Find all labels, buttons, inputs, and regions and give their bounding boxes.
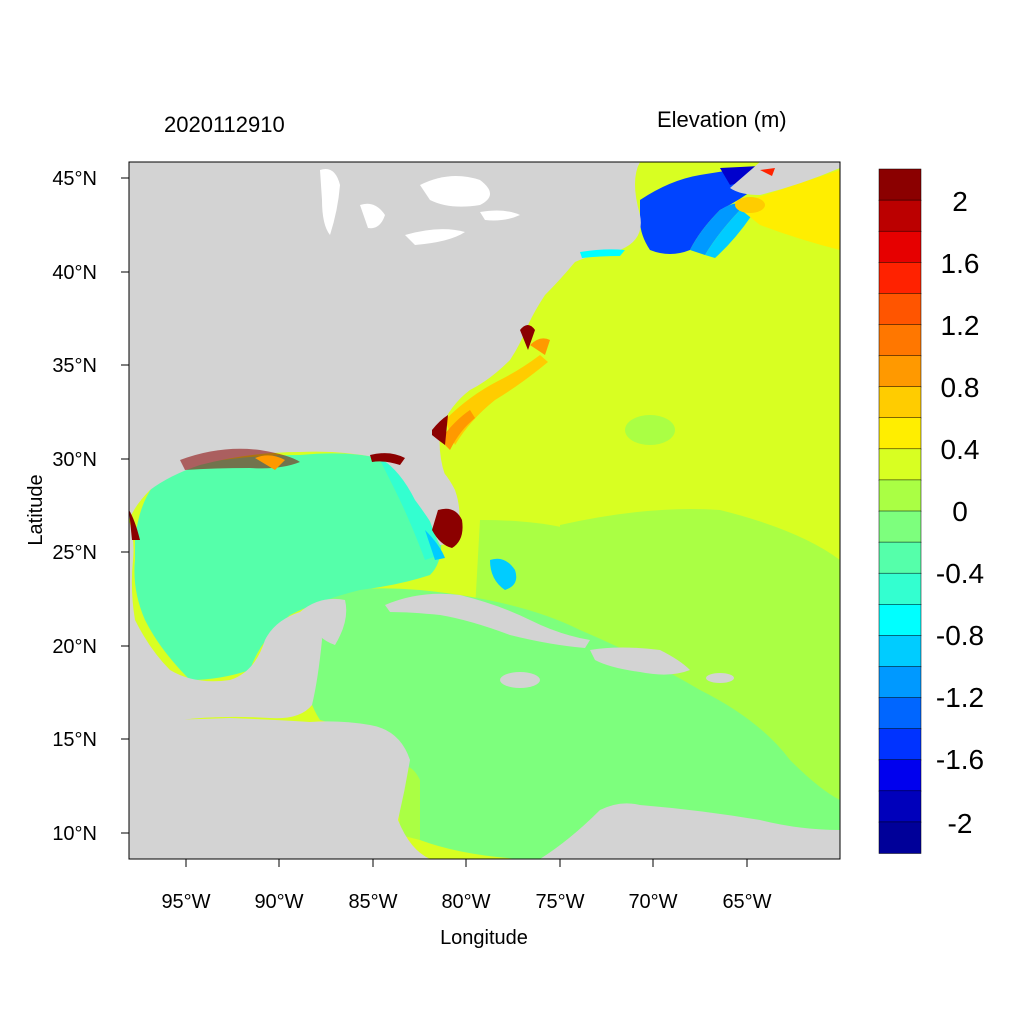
- colorbar-swatch: [878, 448, 922, 481]
- colorbar-label: 0: [952, 496, 968, 527]
- lake-huron: [360, 203, 385, 229]
- x-tick-label: 75°W: [535, 891, 584, 913]
- colorbar-label: -1.6: [936, 744, 984, 775]
- y-tick-marks: [121, 177, 129, 834]
- caribbean-sea: [306, 588, 840, 859]
- colorbar-label: -0.4: [936, 558, 984, 589]
- colorbar-swatch: [878, 572, 922, 606]
- mexico-land: [129, 520, 322, 721]
- jamaica-land: [500, 672, 540, 688]
- lake-superior: [420, 176, 490, 207]
- southeast-shelf-high: [445, 355, 548, 445]
- long-island-sound-low: [580, 249, 625, 258]
- nova-scotia-shelf-high: [735, 170, 840, 250]
- x-tick-label: 90°W: [254, 891, 303, 913]
- central-america-land: [129, 718, 430, 859]
- x-tick-label: 70°W: [628, 891, 677, 913]
- timestamp-label: 2020112910: [164, 112, 285, 137]
- colorbar-swatch: [878, 728, 922, 761]
- gulf-of-maine-gradient-outer: [705, 205, 752, 258]
- colorbar-swatch: [878, 604, 922, 637]
- colorbar-swatch: [878, 262, 922, 295]
- variable-title: Elevation (m): [657, 107, 787, 132]
- x-tick-label: 65°W: [722, 891, 771, 913]
- colorbar-swatch: [878, 759, 922, 792]
- y-axis-title: Latitude: [25, 474, 47, 545]
- x-tick-label: 95°W: [161, 891, 210, 913]
- x-tick-labels: 95°W 90°W 85°W 80°W 75°W 70°W 65°W: [161, 891, 771, 913]
- shelf-high-patch: [735, 197, 765, 213]
- bahamas-bank-low: [490, 558, 517, 590]
- gulf-of-maine-gradient: [690, 203, 745, 255]
- cuba-land: [385, 593, 590, 648]
- colorbar-swatch: [878, 324, 922, 357]
- colorbar-swatch: [878, 230, 922, 264]
- colorbar-swatch: [878, 293, 922, 326]
- colorbar-swatch: [878, 386, 922, 419]
- georgia-bight-high: [440, 410, 475, 450]
- south-florida-surge: [432, 508, 463, 548]
- colorbar-label: 0.4: [941, 434, 980, 465]
- y-tick-label: 35°N: [52, 355, 97, 377]
- y-tick-label: 20°N: [52, 636, 97, 658]
- y-tick-label: 40°N: [52, 262, 97, 284]
- georgia-coast-surge: [432, 415, 448, 445]
- y-tick-label: 15°N: [52, 729, 97, 751]
- colorbar-label: 0.8: [941, 372, 980, 403]
- colorbar-swatch: [878, 697, 922, 730]
- colorbar-swatch: [878, 168, 922, 201]
- x-tick-label: 80°W: [441, 891, 490, 913]
- lake-michigan: [320, 169, 340, 235]
- colorbar-swatch: [878, 821, 922, 854]
- midocean-patch: [625, 415, 675, 445]
- colorbar-label: -2: [948, 808, 973, 839]
- chesapeake-surge: [520, 325, 535, 350]
- plot-frame: [128, 161, 841, 860]
- yucatan-land: [300, 598, 347, 645]
- x-axis-title: Longitude: [440, 927, 528, 949]
- colorbar: [878, 168, 922, 854]
- y-tick-labels: 45°N 40°N 35°N 30°N 25°N 20°N 15°N 10°N: [52, 168, 97, 845]
- gulf-of-mexico: [134, 453, 442, 680]
- x-tick-label: 85°W: [348, 891, 397, 913]
- hispaniola-land: [590, 647, 690, 675]
- y-tick-label: 30°N: [52, 449, 97, 471]
- outer-banks-high: [530, 338, 550, 355]
- y-tick-label: 25°N: [52, 542, 97, 564]
- colorbar-label: -0.8: [936, 620, 984, 651]
- colorbar-labels: 2 1.6 1.2 0.8 0.4 0 -0.4 -0.8 -1.2 -1.6 …: [936, 186, 984, 839]
- florida-bay-low: [425, 530, 445, 560]
- colorbar-swatch: [878, 479, 922, 512]
- colorbar-swatch: [878, 666, 922, 699]
- lake-erie: [405, 229, 465, 245]
- x-tick-marks: [185, 859, 748, 867]
- colorbar-label: 2: [952, 186, 968, 217]
- texas-coast-surge: [129, 510, 140, 540]
- nova-scotia-surge: [760, 168, 775, 176]
- colorbar-label: 1.2: [941, 310, 980, 341]
- south-america-land: [540, 803, 840, 859]
- y-tick-label: 10°N: [52, 823, 97, 845]
- big-bend-surge: [370, 453, 405, 465]
- lake-ontario: [480, 210, 520, 221]
- north-america-land: [129, 162, 641, 545]
- colorbar-swatch: [878, 355, 922, 388]
- colorbar-swatch: [878, 635, 922, 668]
- colorbar-swatch: [878, 417, 922, 450]
- y-tick-label: 45°N: [52, 168, 97, 190]
- colorbar-swatch: [878, 510, 922, 543]
- colorbar-label: 1.6: [941, 248, 980, 279]
- maritimes-land: [730, 162, 840, 195]
- map-panel: [129, 162, 840, 859]
- colorbar-label: -1.2: [936, 682, 984, 713]
- colorbar-swatch: [878, 790, 922, 823]
- puerto-rico-land: [706, 673, 734, 683]
- west-florida-shelf: [380, 460, 440, 560]
- colorbar-swatch: [878, 541, 922, 574]
- gulf-of-maine-low: [640, 168, 760, 254]
- louisiana-surge-patch: [255, 455, 285, 470]
- colorbar-swatch: [878, 199, 922, 232]
